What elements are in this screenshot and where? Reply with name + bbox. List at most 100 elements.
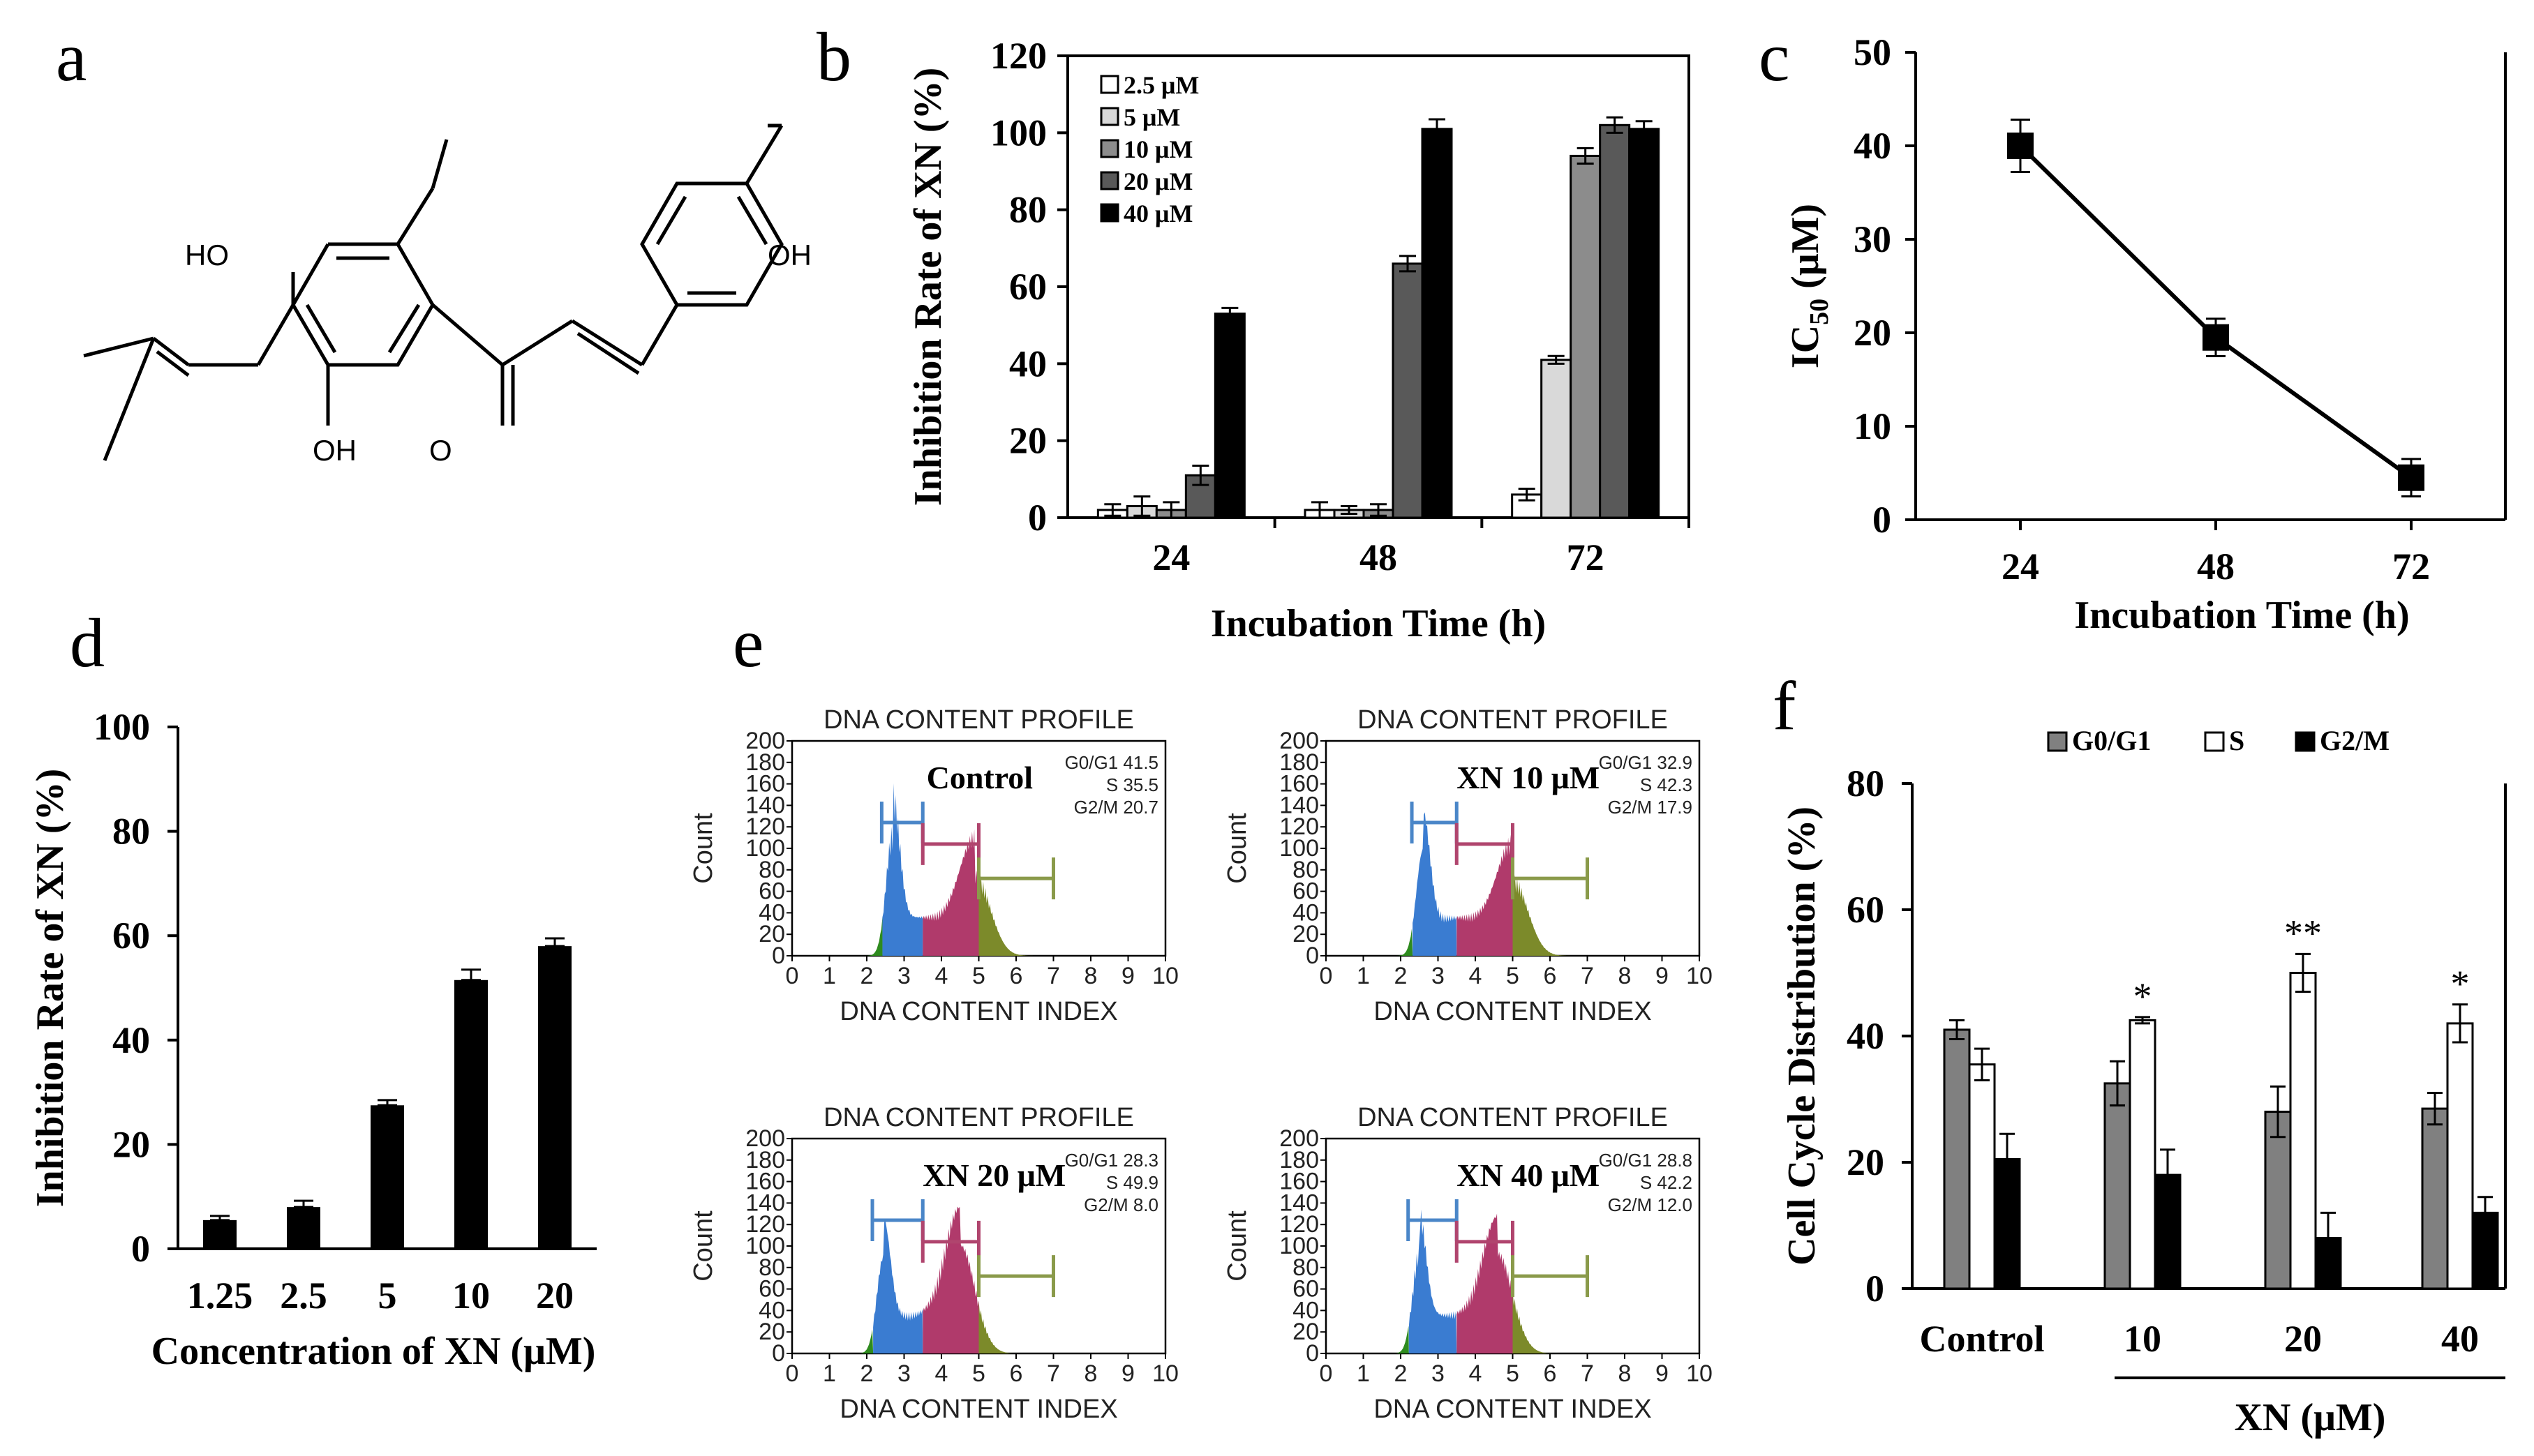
y-axis-title: Cell Cycle Distribution (%): [1780, 806, 1824, 1266]
bar: [1968, 1063, 1996, 1290]
legend-swatch: [1100, 107, 1119, 126]
x-tick-label: 6: [1544, 963, 1557, 989]
y-tick-label: 180: [745, 749, 785, 776]
y-tick-label: 10: [1854, 405, 1891, 447]
histogram-region-s: [923, 829, 979, 956]
y-tick-label: 120: [745, 813, 785, 840]
y-tick-label: 0: [772, 943, 785, 969]
y-axis-title: Count: [1223, 1210, 1252, 1282]
sample-label: XN 40 μM: [1456, 1157, 1600, 1193]
x-tick-label: Control: [1919, 1318, 2044, 1360]
y-tick-label: 120: [990, 35, 1047, 77]
bar: [203, 1219, 237, 1249]
y-tick-label: 100: [94, 706, 150, 748]
y-tick-label: 60: [1847, 889, 1884, 931]
y-tick-label: 200: [1279, 1125, 1319, 1152]
x-tick-label: 3: [1431, 1360, 1445, 1387]
stat-s: S 49.9: [1106, 1172, 1158, 1193]
panel-letter-a: a: [56, 18, 87, 96]
significance-mark: **: [2284, 912, 2322, 954]
y-tick-label: 120: [1279, 813, 1319, 840]
histogram-region-s: [1456, 834, 1513, 956]
y-tick-label: 100: [1279, 1233, 1319, 1259]
legend-swatch: [1100, 203, 1119, 223]
panel-letter-c: c: [1759, 18, 1789, 96]
histogram-region-g0g1: [1413, 812, 1457, 956]
bar: [1540, 359, 1572, 519]
y-axis-title: Count: [689, 813, 718, 884]
chemical-structure: [83, 123, 784, 461]
histogram-region-subg1: [855, 1329, 874, 1353]
y-tick-label: 40: [1847, 1015, 1884, 1057]
data-point: [2398, 464, 2424, 491]
y-tick-label: 40: [1009, 343, 1047, 384]
y-tick-label: 160: [1279, 771, 1319, 797]
y-tick-label: 20: [1009, 420, 1047, 462]
x-tick-label: 7: [1047, 963, 1060, 989]
stat-s: S 35.5: [1106, 774, 1158, 795]
y-tick-label: 60: [1292, 1276, 1319, 1303]
y-tick-label: 40: [1854, 125, 1891, 167]
y-tick-label: 40: [759, 899, 785, 926]
x-tick-label: 4: [935, 963, 948, 989]
bar: [1599, 123, 1631, 519]
y-tick-label: 0: [1306, 1340, 1319, 1367]
x-tick-label: 48: [1359, 536, 1397, 578]
bar: [2129, 1019, 2156, 1290]
y-tick-label: 120: [1279, 1211, 1319, 1238]
legend-label: S: [2229, 725, 2244, 756]
legend-label: G2/M: [2320, 725, 2390, 756]
x-tick-label: 0: [786, 1360, 799, 1387]
histogram-region-subg1: [1389, 929, 1413, 956]
stat-g2m: G2/M 12.0: [1608, 1194, 1692, 1215]
y-tick-label: 80: [1292, 857, 1319, 883]
stat-g2m: G2/M 8.0: [1084, 1194, 1158, 1215]
x-tick-label: 7: [1581, 963, 1594, 989]
histogram-region-g0g1: [1408, 1209, 1457, 1353]
bar: [1392, 262, 1424, 519]
y-tick-label: 160: [745, 1169, 785, 1195]
bar: [2421, 1107, 2449, 1290]
y-tick-label: 140: [745, 1189, 785, 1216]
histogram-region-g2m: [978, 871, 1039, 956]
bar: [1214, 313, 1246, 519]
x-tick-label: 8: [1085, 963, 1098, 989]
x-tick-label: 20: [536, 1275, 574, 1316]
histogram-region-g2m: [1512, 873, 1573, 956]
y-tick-label: 0: [1306, 943, 1319, 969]
x-tick-label: 5: [378, 1275, 397, 1316]
histogram-region-s: [923, 1206, 979, 1353]
stat-s: S 42.3: [1640, 774, 1692, 795]
legend-label: 2.5 μM: [1124, 71, 1199, 99]
x-tick-label: 7: [1581, 1360, 1594, 1387]
y-axis-title: Inhibition Rate of XN (%): [29, 769, 72, 1207]
legend-label: G0/G1: [2072, 725, 2151, 756]
sample-label: XN 10 μM: [1456, 760, 1600, 795]
x-tick-label: 10: [1686, 1360, 1713, 1387]
y-tick-label: 200: [745, 728, 785, 754]
x-tick-label: 3: [1431, 963, 1445, 989]
x-axis-title: DNA CONTENT INDEX: [1373, 997, 1651, 1026]
y-tick-label: 80: [112, 811, 150, 853]
y-tick-label: 100: [990, 112, 1047, 153]
bar: [1570, 154, 1602, 519]
y-tick-label: 60: [1292, 878, 1319, 905]
chart-c: 0 10 20 30 40 50 24 48 72 Incubation Time (h) IC50…: [1784, 31, 2507, 637]
stat-g0g1: G0/G1 28.8: [1599, 1150, 1692, 1171]
x-tick-label: 1: [1357, 963, 1370, 989]
bar: [538, 946, 572, 1249]
x-tick-label: 72: [1567, 536, 1604, 578]
x-tick-label: 6: [1544, 1360, 1557, 1387]
y-tick-label: 0: [1028, 497, 1047, 539]
legend-label: 40 μM: [1124, 200, 1193, 227]
x-tick-label: 8: [1618, 1360, 1632, 1387]
x-tick-label: 10: [1686, 963, 1713, 989]
histogram-region-g2m: [978, 1300, 1039, 1353]
x-tick-label: 24: [2002, 546, 2039, 587]
legend-swatch: [1100, 139, 1119, 158]
x-tick-label: 2.5: [280, 1275, 327, 1316]
atom-label-ho: HO: [185, 239, 229, 271]
histogram-title: DNA CONTENT PROFILE: [1357, 1103, 1668, 1132]
x-tick-label: 1: [823, 1360, 836, 1387]
data-point: [2007, 133, 2034, 159]
